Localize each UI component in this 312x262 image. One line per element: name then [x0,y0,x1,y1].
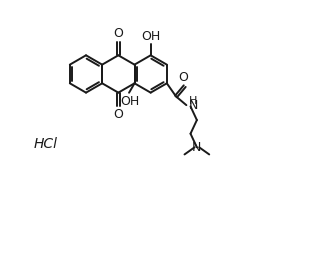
Text: HCl: HCl [34,137,58,151]
Text: OH: OH [141,30,160,43]
Text: OH: OH [120,95,140,108]
Text: O: O [178,70,188,84]
Text: N: N [188,99,198,112]
Text: O: O [113,27,123,40]
Text: O: O [113,108,123,121]
Text: H: H [189,96,197,106]
Text: N: N [192,141,202,154]
